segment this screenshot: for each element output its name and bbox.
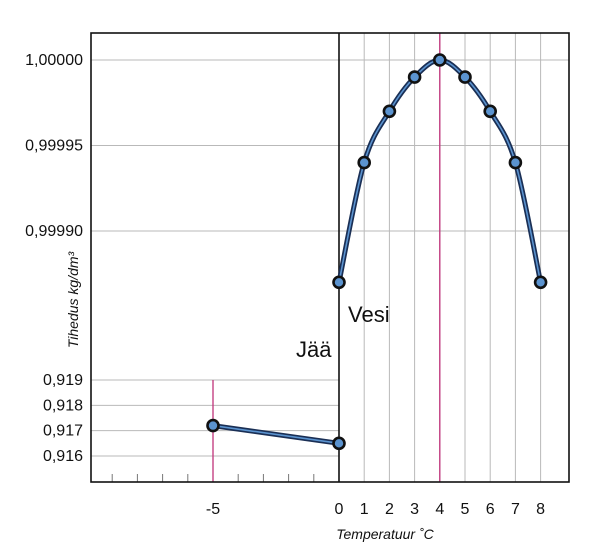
y-axis-label: Tihedus kg/dm³	[65, 251, 81, 348]
water-data-point	[458, 70, 472, 84]
y-tick-label: 0,99995	[25, 138, 83, 155]
y-tick-label: 0,99990	[25, 223, 83, 240]
x-tick-label: 8	[536, 501, 545, 518]
water-data-point	[407, 70, 422, 84]
y-tick-label: 0,918	[43, 397, 83, 414]
water-data-point	[432, 53, 447, 67]
x-tick-label: 3	[410, 501, 419, 518]
water-data-point	[357, 155, 372, 170]
y-tick-label: 1,00000	[25, 52, 83, 69]
y-tick-label: 0,919	[43, 372, 83, 389]
water-data-point	[332, 275, 346, 290]
ice-data-point	[332, 436, 346, 451]
annotation-vesi: Vesi	[348, 302, 390, 327]
plot-frame	[90, 32, 570, 483]
x-tick-label: 4	[435, 501, 444, 518]
water-data-point	[483, 104, 498, 119]
water-data-point	[382, 104, 397, 119]
x-tick-label: 7	[511, 501, 520, 518]
y-tick-label: 0,916	[43, 448, 83, 465]
annotation-jaa: Jää	[296, 337, 332, 362]
x-axis-label: Temperatuur ˚C	[336, 526, 434, 542]
x-tick-label: 6	[486, 501, 495, 518]
x-tick-label: -5	[206, 501, 220, 518]
x-tick-label: 2	[385, 501, 394, 518]
x-tick-label: 5	[461, 501, 470, 518]
series-ice-line	[212, 424, 340, 445]
x-tick-label: 1	[360, 501, 369, 518]
water-data-point	[533, 275, 548, 290]
water-data-point	[508, 155, 523, 170]
x-tick-label: 0	[335, 501, 344, 518]
y-tick-label: 0,917	[43, 423, 83, 440]
ice-data-point	[206, 418, 220, 433]
